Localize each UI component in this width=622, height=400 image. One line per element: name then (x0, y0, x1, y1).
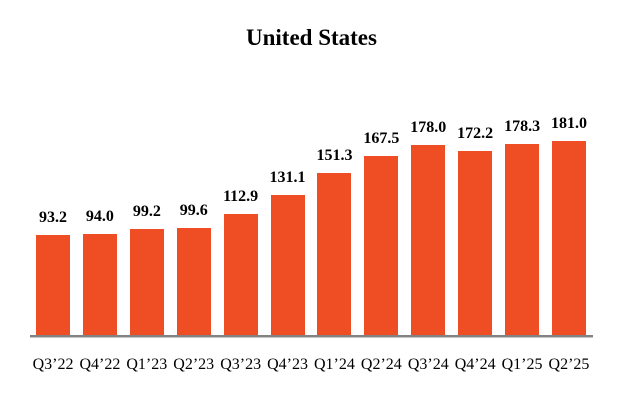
bar-value-label: 178.3 (504, 118, 541, 136)
bar (176, 228, 211, 335)
bar (458, 150, 493, 335)
x-axis-label: Q1’25 (501, 356, 543, 373)
bar-value-label: 93.2 (39, 209, 67, 227)
x-axis-label: Q3’22 (32, 356, 74, 373)
bar-value-label: 99.2 (132, 202, 161, 220)
bar (36, 235, 70, 335)
bar-value-label: 181.0 (550, 115, 587, 133)
x-axis-label: Q2’23 (173, 356, 215, 373)
bar-column: 172.2 (457, 124, 494, 335)
bar (364, 155, 399, 335)
bar (317, 173, 352, 335)
x-axis-line (30, 335, 593, 338)
bar-column: 167.5 (363, 129, 400, 335)
x-axis-label: Q4’23 (267, 356, 308, 373)
bar (411, 144, 446, 335)
x-labels-row: Q3’22 Q4’22 Q1’23 Q2’23 Q3’23 Q4’23 Q1’24 Q2’24… (32, 355, 590, 374)
x-axis-label: Q2’25 (548, 356, 590, 373)
chart-title: United States (246, 25, 377, 50)
bar (223, 214, 258, 335)
bar-column: 178.0 (410, 118, 447, 335)
x-axis-label: Q1’23 (126, 356, 168, 373)
bar-value-label: 94.0 (85, 208, 114, 226)
bar-column: 112.9 (223, 188, 259, 335)
x-axis-label: Q1’24 (314, 356, 355, 373)
bar (129, 228, 164, 335)
bar-column: 94.0 (82, 208, 117, 335)
bar-value-label: 112.9 (223, 188, 259, 206)
x-axis-label: Q4’22 (79, 356, 121, 373)
bar (551, 141, 586, 335)
bar-value-label: 178.0 (410, 118, 447, 136)
plot-area: 93.2 94.0 99.2 99.6 112.9 131.1 151.3 167.5 178.… (30, 115, 593, 335)
bar-value-label: 151.3 (316, 147, 353, 165)
bar (505, 144, 540, 335)
bar-column: 99.6 (176, 202, 211, 335)
x-axis-label: Q3’24 (407, 356, 449, 373)
bar-column: 99.2 (129, 202, 164, 335)
bars-row: 93.2 94.0 99.2 99.6 112.9 131.1 151.3 167.5 178.… (36, 115, 587, 335)
bar-value-label: 99.6 (179, 202, 208, 220)
x-axis-label: Q2’24 (360, 356, 402, 373)
bar-value-label: 167.5 (363, 129, 400, 147)
bar-value-label: 131.1 (269, 168, 306, 186)
x-axis-label: Q4’24 (454, 356, 496, 373)
bar-column: 131.1 (269, 168, 306, 335)
bar-column: 93.2 (36, 209, 70, 335)
bar (270, 194, 305, 335)
bar-column: 181.0 (550, 115, 587, 335)
bar-column: 178.3 (504, 118, 541, 335)
x-axis-label: Q3’23 (220, 356, 262, 373)
bar (82, 234, 117, 335)
bar-value-label: 172.2 (457, 124, 494, 142)
bar-column: 151.3 (316, 147, 353, 335)
